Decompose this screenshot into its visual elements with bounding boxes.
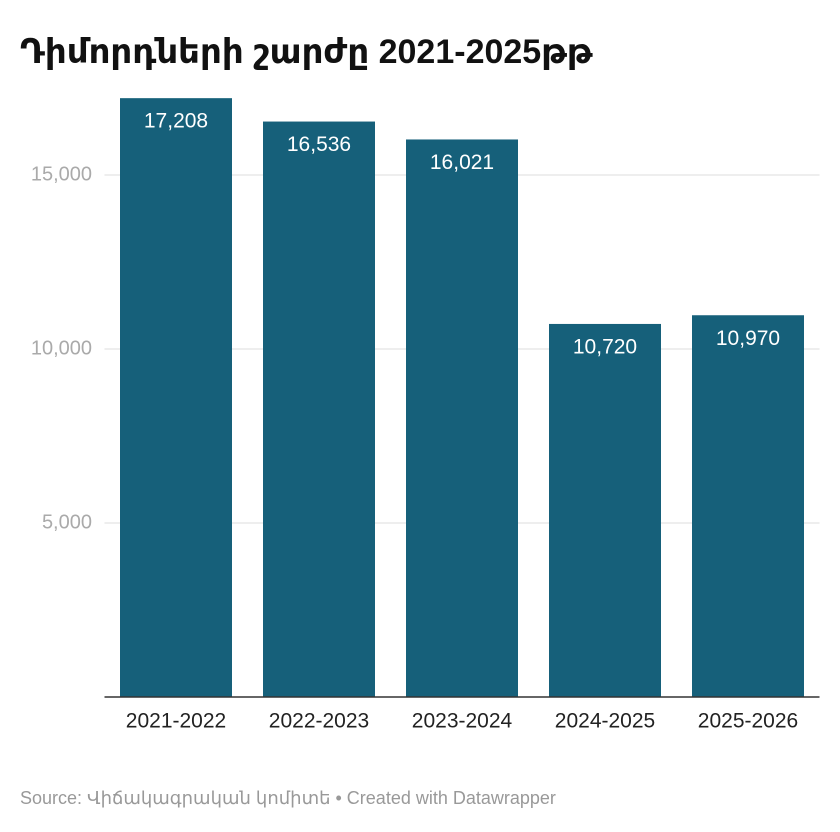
- value-label: 10,970: [716, 327, 780, 350]
- y-tick-label: 15,000: [31, 163, 92, 185]
- value-label: 16,536: [287, 133, 351, 156]
- value-label: 16,021: [430, 151, 494, 174]
- x-tick-label: 2022-2023: [269, 710, 369, 733]
- bar: [692, 315, 804, 697]
- x-tick-label: 2021-2022: [126, 710, 226, 733]
- y-tick-label: 10,000: [31, 337, 92, 359]
- chart-title: Դիմորդների շարժը 2021-2025թթ: [20, 33, 593, 71]
- x-tick-label: 2023-2024: [412, 710, 513, 733]
- x-tick-label: 2025-2026: [698, 710, 798, 733]
- value-label: 10,720: [573, 335, 637, 358]
- y-tick-label: 5,000: [42, 511, 92, 533]
- bar: [549, 323, 661, 697]
- footer: Source: Վիճակագրական կոմիտե • Created wi…: [20, 788, 556, 808]
- value-label: 17,208: [144, 110, 208, 133]
- bar: [263, 121, 375, 698]
- bar: [120, 98, 232, 697]
- bar: [406, 139, 518, 698]
- x-tick-label: 2024-2025: [555, 710, 655, 733]
